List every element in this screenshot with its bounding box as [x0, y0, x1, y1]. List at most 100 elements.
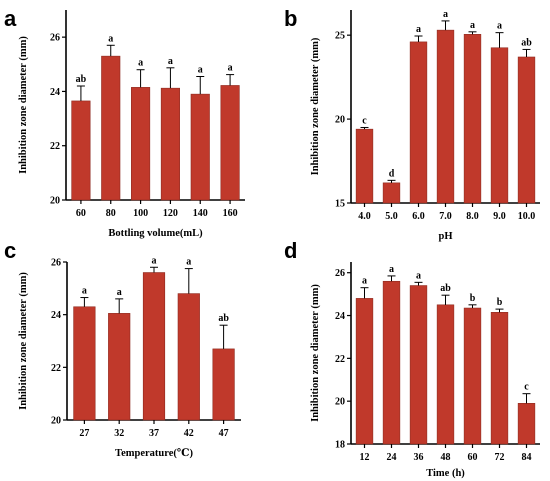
x-tick-label: 160 [223, 208, 238, 219]
x-tick-label: 100 [133, 208, 148, 219]
bar [71, 100, 91, 201]
panel-letter-c: c [4, 238, 16, 263]
bar [382, 280, 401, 445]
x-tick-label: 8.0 [466, 211, 479, 222]
bar [409, 285, 428, 445]
y-axis-label: Inhibition zone diameter (mm) [310, 284, 321, 422]
x-tick-label: 24 [387, 452, 397, 463]
panel-letter-a: a [4, 6, 17, 31]
bar [142, 272, 166, 421]
significance-label: ab [440, 283, 451, 294]
y-tick-label: 25 [335, 31, 345, 42]
x-tick-label: 42 [184, 428, 194, 439]
x-tick-label: 6.0 [412, 211, 425, 222]
significance-label: a [443, 9, 448, 20]
y-tick-label: 20 [50, 196, 60, 207]
significance-label: a [168, 56, 173, 67]
x-tick-label: 36 [414, 452, 424, 463]
y-tick-label: 22 [51, 363, 61, 374]
significance-label: a [138, 58, 143, 69]
significance-label: a [416, 24, 421, 35]
bar [517, 403, 536, 445]
significance-label: a [389, 264, 394, 275]
bar [490, 312, 509, 445]
panel-b: b 15 20 25 c 4.0 d 5.0 a 6.0 a 7.0 a 8.0 a 9.0 ab 10.0 pH… [284, 6, 540, 242]
bar [108, 313, 131, 421]
y-tick-label: 18 [335, 440, 345, 451]
significance-label: b [497, 297, 503, 308]
y-axis-label: Inhibition zone diameter (mm) [18, 36, 29, 174]
y-tick-label: 24 [50, 87, 60, 98]
bar [131, 87, 151, 201]
bar [463, 307, 482, 445]
y-axis-label: Inhibition zone diameter (mm) [310, 37, 321, 175]
x-tick-label: 7.0 [439, 211, 452, 222]
bar [382, 182, 401, 204]
x-tick-label: 84 [522, 452, 532, 463]
x-tick-label: 4.0 [358, 211, 371, 222]
y-tick-label: 20 [51, 416, 61, 427]
bar [463, 34, 482, 204]
y-tick-label: 20 [335, 397, 345, 408]
x-tick-label: 80 [106, 208, 116, 219]
x-axis-label: Bottling volume(mL) [108, 228, 203, 239]
x-tick-label: 48 [441, 452, 451, 463]
bar [73, 306, 96, 421]
x-tick-label: 47 [219, 428, 229, 439]
x-tick-label: 60 [76, 208, 86, 219]
significance-label: a [416, 270, 421, 281]
panel-c: c 20 22 24 26 a 27 a 32 a 37 a 42 ab 47 Temperature(℃)… [4, 238, 241, 459]
x-tick-label: 5.0 [385, 211, 398, 222]
significance-label: a [228, 63, 233, 74]
bar [436, 304, 455, 445]
significance-label: a [497, 21, 502, 32]
y-tick-label: 24 [335, 311, 345, 322]
significance-label: ab [218, 313, 229, 324]
panel-a: a 20 22 24 26 ab 60 a 80 a 100 a 120 a 140 a 160 Bottlin… [4, 6, 245, 239]
significance-label: d [389, 168, 395, 179]
x-tick-label: 27 [79, 428, 89, 439]
x-tick-label: 12 [360, 452, 370, 463]
significance-label: ab [521, 37, 532, 48]
y-tick-label: 15 [335, 199, 345, 210]
significance-label: a [362, 276, 367, 287]
bar [409, 41, 428, 204]
significance-label: b [470, 293, 476, 304]
significance-label: a [117, 287, 122, 298]
y-axis-label: Inhibition zone diameter (mm) [18, 272, 29, 410]
y-tick-label: 20 [335, 115, 345, 126]
significance-label: a [82, 286, 87, 297]
bar [160, 87, 180, 201]
y-tick-label: 22 [50, 141, 60, 152]
significance-label: ab [76, 74, 87, 85]
x-tick-label: 10.0 [518, 211, 536, 222]
x-tick-label: 37 [149, 428, 159, 439]
y-tick-label: 22 [335, 354, 345, 365]
x-tick-label: 60 [468, 452, 478, 463]
panel-d: d 18 20 22 24 26 a 12 a 24 a 36 ab 48 b 60 b 72 c 84 Time (… [284, 238, 540, 479]
y-tick-label: 26 [50, 33, 60, 44]
x-axis-label: Temperature(℃) [115, 448, 193, 459]
significance-label: a [198, 65, 203, 76]
bar [436, 29, 455, 204]
significance-label: c [362, 115, 367, 126]
significance-label: c [524, 382, 529, 393]
y-tick-label: 24 [51, 310, 61, 321]
significance-label: a [470, 20, 475, 31]
x-tick-label: 72 [495, 452, 505, 463]
significance-label: a [152, 255, 157, 266]
panel-letter-d: d [284, 238, 297, 263]
bar [177, 293, 200, 421]
significance-label: a [186, 257, 191, 268]
panel-letter-b: b [284, 6, 297, 31]
x-axis-label: pH [438, 231, 452, 242]
bar [190, 93, 210, 201]
x-tick-label: 140 [193, 208, 208, 219]
bar [355, 298, 374, 445]
y-tick-label: 26 [51, 258, 61, 269]
x-tick-label: 120 [163, 208, 178, 219]
x-tick-label: 32 [114, 428, 124, 439]
bar [490, 47, 509, 204]
bar [355, 128, 374, 204]
